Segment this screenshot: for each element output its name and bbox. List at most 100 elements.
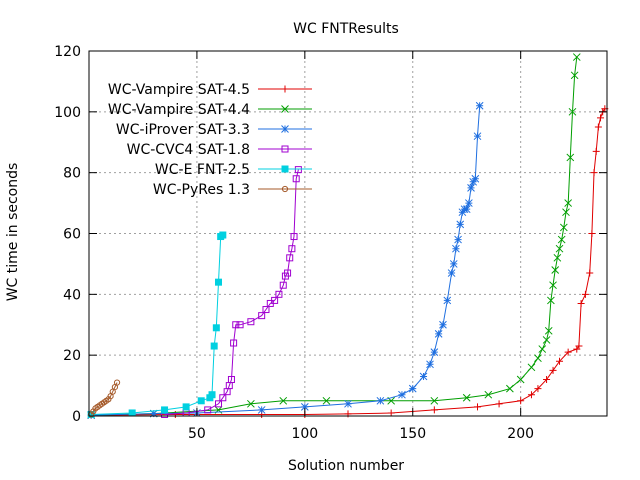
data-point <box>564 348 572 356</box>
data-point <box>208 391 216 399</box>
series <box>87 53 581 419</box>
data-point <box>447 269 456 277</box>
data-point <box>549 281 557 290</box>
data-point <box>204 406 212 414</box>
data-point <box>449 260 458 268</box>
x-tick-label: 100 <box>291 426 318 442</box>
x-axis-label: Solution number <box>288 458 404 474</box>
data-point <box>467 184 475 192</box>
data-point <box>547 296 555 305</box>
data-point <box>257 406 266 414</box>
data-point <box>471 174 480 183</box>
data-point <box>465 199 473 207</box>
data-point <box>551 266 560 274</box>
data-point <box>113 379 121 386</box>
data-point <box>286 254 294 262</box>
data-point <box>564 199 573 207</box>
data-point <box>557 235 566 244</box>
data-point <box>538 345 547 353</box>
data-point <box>247 399 255 408</box>
data-point <box>568 107 577 116</box>
data-point <box>473 132 482 141</box>
legend: WC-Vampire SAT-4.5 WC-Vampire SAT-4.4 WC-i… <box>108 82 312 198</box>
data-point <box>543 376 551 383</box>
series <box>87 231 227 418</box>
data-point <box>149 409 158 418</box>
data-point <box>284 269 292 277</box>
y-tick-label: 40 <box>63 287 81 303</box>
series-layer <box>87 53 609 419</box>
data-point <box>279 396 288 405</box>
series-line <box>164 169 299 415</box>
data-point <box>344 399 352 408</box>
data-point <box>495 400 503 408</box>
data-point <box>527 391 535 399</box>
data-point <box>219 231 227 239</box>
data-point <box>458 208 467 217</box>
data-point <box>559 223 568 232</box>
legend-item: WC-Vampire SAT-4.4 <box>108 102 312 118</box>
series <box>87 101 484 419</box>
data-point <box>215 278 222 286</box>
data-point <box>562 208 570 217</box>
legend-item: WC-E FNT-2.5 <box>155 162 312 178</box>
data-point <box>594 123 602 131</box>
data-point <box>281 185 289 193</box>
legend-label: WC-PyRes 1.3 <box>153 182 250 198</box>
legend-label: WC-iProver SAT-3.3 <box>116 122 250 138</box>
data-point <box>87 410 95 418</box>
legend-label: WC-Vampire SAT-4.5 <box>108 82 250 98</box>
data-point <box>592 147 600 155</box>
series <box>161 166 302 418</box>
data-point <box>581 290 589 298</box>
data-point <box>398 390 406 399</box>
data-point <box>128 409 136 417</box>
data-point <box>462 393 471 402</box>
y-axis-label: WC time in seconds <box>5 163 21 302</box>
data-point <box>258 312 266 320</box>
data-point <box>439 320 447 329</box>
legend-item: WC-PyRes 1.3 <box>153 182 312 198</box>
data-point <box>430 348 439 356</box>
data-point <box>517 397 525 405</box>
data-point <box>456 220 465 229</box>
x-tick-label: 150 <box>399 426 426 442</box>
series-line <box>91 57 578 416</box>
data-point <box>210 342 218 350</box>
legend-label: WC-CVC4 SAT-1.8 <box>127 142 250 158</box>
data-point <box>281 165 289 173</box>
data-point <box>230 339 238 347</box>
series-line <box>91 108 606 416</box>
data-point <box>549 366 557 374</box>
data-point <box>322 396 331 405</box>
data-point <box>590 169 598 177</box>
data-point <box>197 397 205 405</box>
data-point <box>555 244 564 253</box>
data-point <box>454 235 462 244</box>
y-tick-label: 100 <box>54 105 81 121</box>
data-point <box>279 281 287 289</box>
legend-item: WC-CVC4 SAT-1.8 <box>127 142 312 158</box>
data-point <box>475 101 484 110</box>
y-tick-label: 80 <box>63 166 81 182</box>
data-point <box>597 114 605 122</box>
data-point <box>527 363 536 372</box>
data-point <box>215 400 222 408</box>
data-point <box>544 326 553 335</box>
data-point <box>281 85 289 93</box>
x-tick-label: 50 <box>188 426 206 442</box>
data-point <box>426 360 434 369</box>
chart-title: WC FNTResults <box>293 21 399 37</box>
data-point <box>566 153 575 162</box>
data-point <box>232 321 240 329</box>
data-point <box>219 394 227 402</box>
data-point <box>443 296 452 305</box>
data-point <box>430 396 439 405</box>
legend-label: WC-E FNT-2.5 <box>155 162 250 178</box>
data-point <box>227 376 235 383</box>
data-point <box>387 409 395 417</box>
data-point <box>408 384 417 393</box>
data-point <box>577 299 585 307</box>
data-point <box>212 324 220 332</box>
